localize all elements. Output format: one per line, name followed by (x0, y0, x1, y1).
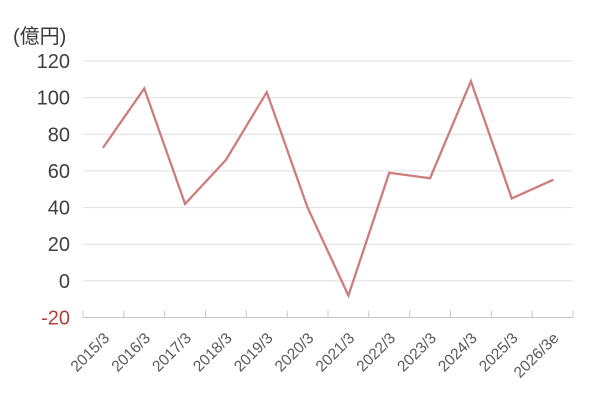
x-tick-label: 2026/3e (511, 330, 563, 382)
x-tick-label: 2017/3 (149, 330, 195, 376)
y-tick-label: 80 (48, 124, 70, 146)
x-tick-label: 2018/3 (190, 330, 236, 376)
y-tick-label: 120 (37, 51, 70, 73)
x-tick-label: 2020/3 (272, 330, 318, 376)
x-tick-label: 2022/3 (354, 330, 400, 376)
y-tick-label: 60 (48, 161, 70, 183)
y-tick-label: 40 (48, 198, 70, 220)
y-axis-unit-label: (億円) (13, 26, 67, 48)
data-series-line (102, 77, 554, 299)
y-tick-label: 20 (48, 234, 70, 256)
y-tick-label: -20 (41, 308, 70, 330)
x-tick-label: 2019/3 (231, 330, 277, 376)
y-tick-label: 0 (59, 271, 70, 293)
x-tick-label: 2016/3 (109, 330, 155, 376)
x-tick-label: 2021/3 (313, 330, 359, 376)
x-tick-label: 2023/3 (394, 330, 440, 376)
x-tick-label: 2015/3 (68, 330, 114, 376)
x-tick-label: 2024/3 (435, 330, 481, 376)
y-tick-label: 100 (37, 88, 70, 110)
